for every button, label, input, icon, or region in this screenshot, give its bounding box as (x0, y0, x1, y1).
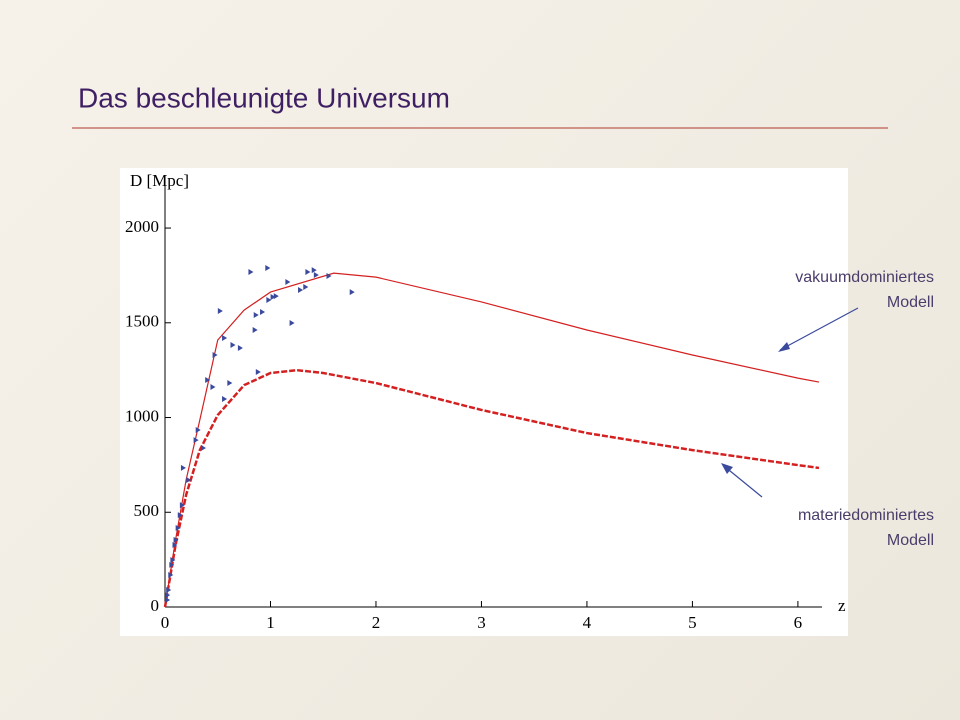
arrow-head (778, 342, 790, 352)
data-point (227, 380, 233, 387)
data-point (195, 427, 201, 434)
data-point (266, 297, 272, 304)
y-tick-label: 1500 (125, 312, 159, 331)
data-point (180, 464, 186, 471)
x-axis-label: z (838, 596, 846, 615)
data-point (270, 294, 276, 301)
arrow (723, 465, 763, 498)
data-point (349, 289, 355, 296)
data-point (303, 283, 309, 290)
y-axis-label: D [Mpc] (130, 171, 189, 190)
data-point (200, 445, 206, 452)
y-tick-label: 500 (134, 501, 160, 520)
x-tick-label: 4 (583, 613, 592, 632)
data-point (165, 592, 171, 599)
data-point (193, 437, 199, 444)
data-point (222, 334, 228, 341)
x-tick-label: 6 (794, 613, 803, 632)
data-point (298, 287, 304, 294)
y-tick-label: 2000 (125, 217, 159, 236)
data-point (326, 272, 332, 279)
x-tick-label: 3 (477, 613, 486, 632)
data-point (305, 269, 311, 276)
annotation: Modell (887, 532, 934, 549)
data-point (172, 542, 178, 549)
annotation: Modell (887, 294, 934, 311)
plot-background (120, 168, 848, 636)
x-tick-label: 2 (372, 613, 381, 632)
data-point (222, 395, 228, 402)
x-tick-label: 0 (161, 613, 170, 632)
data-point (217, 308, 223, 315)
data-point (179, 502, 185, 509)
annotation: vakuumdominiertes (795, 269, 934, 286)
annotation: materiedominiertes (798, 507, 934, 524)
data-point (186, 477, 192, 484)
y-tick-label: 1000 (125, 406, 159, 425)
data-point (313, 272, 319, 279)
data-point (260, 308, 266, 315)
data-point (289, 319, 295, 326)
data-point (273, 293, 279, 300)
data-point (237, 344, 243, 351)
data-point (265, 265, 271, 272)
data-point (252, 326, 258, 333)
slide-title: Das beschleunigte Universum (78, 82, 450, 113)
arrow (779, 307, 859, 351)
data-point (253, 312, 259, 319)
data-point (177, 512, 183, 519)
data-point (248, 269, 254, 276)
data-point (285, 279, 291, 286)
model-curve (164, 272, 820, 608)
data-point (166, 586, 172, 593)
y-tick-label: 0 (151, 596, 160, 615)
data-point (255, 369, 261, 376)
x-tick-label: 1 (266, 613, 275, 632)
data-point (170, 557, 176, 564)
arrow-head (721, 463, 733, 474)
data-point (175, 524, 181, 531)
data-point (173, 536, 179, 543)
data-point (230, 341, 236, 348)
data-point (168, 571, 174, 578)
x-tick-label: 5 (688, 613, 697, 632)
data-point (165, 596, 171, 603)
data-point (169, 561, 175, 568)
data-point (205, 377, 211, 384)
data-point (212, 352, 218, 358)
data-point (311, 267, 317, 274)
data-point (210, 384, 216, 391)
